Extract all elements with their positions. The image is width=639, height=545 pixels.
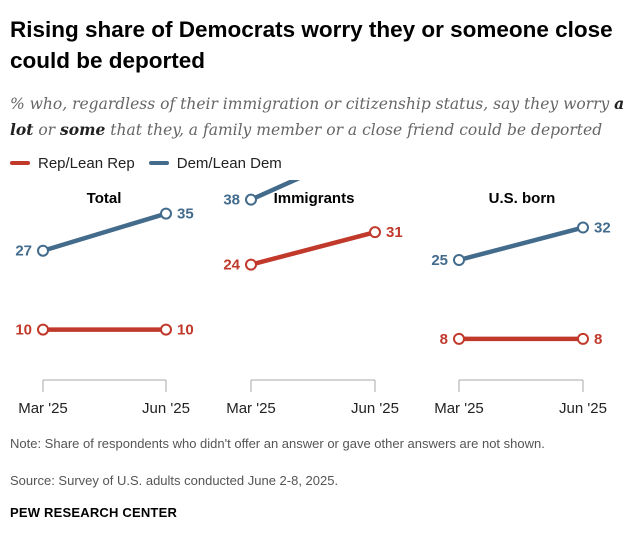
data-label-rep-end-immigrants: 31 xyxy=(386,224,403,241)
data-point-dem-end-total xyxy=(160,207,172,220)
legend-item-dem: Dem/Lean Dem xyxy=(148,154,282,172)
data-point-rep-end-u-s-born xyxy=(577,332,589,345)
panel-title-immigrants: Immigrants xyxy=(274,190,355,207)
data-point-rep-end-immigrants xyxy=(369,226,381,239)
data-point-dem-start-total xyxy=(37,244,49,257)
data-label-dem-end-u-s-born: 32 xyxy=(594,220,611,237)
chart-note: Note: Share of respondents who didn't of… xyxy=(10,436,545,451)
legend: Rep/Lean Rep Dem/Lean Dem xyxy=(10,154,296,172)
subtitle-emphasis-2: some xyxy=(60,120,106,139)
x-label-start-immigrants: Mar '25 xyxy=(226,400,276,417)
chart-subtitle: % who, regardless of their immigration o… xyxy=(10,91,635,143)
chart-title: Rising share of Democrats worry they or … xyxy=(10,17,613,73)
data-label-dem-start-u-s-born: 25 xyxy=(431,252,448,269)
x-label-end-immigrants: Jun '25 xyxy=(351,400,399,417)
data-point-rep-end-total xyxy=(160,323,172,336)
legend-label-dem: Dem/Lean Dem xyxy=(176,154,282,172)
series-line-dem-immigrants xyxy=(248,180,301,202)
data-label-dem-start-total: 27 xyxy=(15,243,32,260)
x-label-start-total: Mar '25 xyxy=(18,400,68,417)
data-label-dem-end-total: 35 xyxy=(177,206,194,223)
subtitle-emphasis-1: a lot xyxy=(10,94,625,139)
data-label-rep-start-u-s-born: 8 xyxy=(440,331,448,348)
legend-swatch-dem xyxy=(148,161,169,165)
small-multiples-chart: Total Mar '25 Jun '25 10 10 27 35 Immigrants Mar… xyxy=(15,180,611,417)
data-point-dem-start-u-s-born xyxy=(453,254,465,266)
data-label-rep-end-u-s-born: 8 xyxy=(594,331,602,348)
legend-label-rep: Rep/Lean Rep xyxy=(38,154,135,172)
series-line-dem-u-s-born xyxy=(456,225,586,263)
panel-title-u-s-born: U.S. born xyxy=(489,190,556,207)
series-line-rep-immigrants xyxy=(248,229,378,267)
x-label-end-total: Jun '25 xyxy=(142,400,190,417)
data-point-rep-start-u-s-born xyxy=(453,332,465,345)
pew-research-center-logo: PEW RESEARCH CENTER xyxy=(10,505,178,520)
data-label-rep-start-immigrants: 24 xyxy=(223,257,240,274)
legend-item-rep: Rep/Lean Rep xyxy=(10,155,135,172)
legend-swatch-rep xyxy=(10,161,30,165)
data-label-rep-start-total: 10 xyxy=(15,322,32,339)
data-point-rep-start-total xyxy=(37,323,49,336)
series-line-dem-total xyxy=(40,211,169,253)
data-label-dem-start-immigrants: 38 xyxy=(223,192,240,209)
data-point-dem-start-immigrants xyxy=(245,193,257,206)
x-label-end-u-s-born: Jun '25 xyxy=(559,400,607,417)
data-point-dem-end-u-s-born xyxy=(577,221,589,234)
subtitle-text-3: that they, a family member or a close fr… xyxy=(105,121,603,139)
chart-source: Source: Survey of U.S. adults conducted … xyxy=(10,473,339,488)
subtitle-text-2: or xyxy=(33,121,60,139)
data-point-rep-start-immigrants xyxy=(245,258,257,271)
panel-title-total: Total xyxy=(87,190,122,207)
x-label-start-u-s-born: Mar '25 xyxy=(434,400,484,417)
subtitle-text-1: % who, regardless of their immigration o… xyxy=(10,95,615,113)
data-label-rep-end-total: 10 xyxy=(177,322,194,339)
